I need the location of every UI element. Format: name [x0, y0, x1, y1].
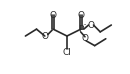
Text: P: P — [78, 25, 83, 34]
Text: O: O — [82, 34, 89, 43]
Text: O: O — [77, 11, 84, 20]
Text: ‧‧: ‧‧ — [82, 21, 87, 30]
Text: O: O — [41, 32, 48, 41]
Text: Cl: Cl — [63, 48, 71, 57]
Text: O: O — [87, 20, 94, 30]
Text: O: O — [50, 11, 57, 20]
